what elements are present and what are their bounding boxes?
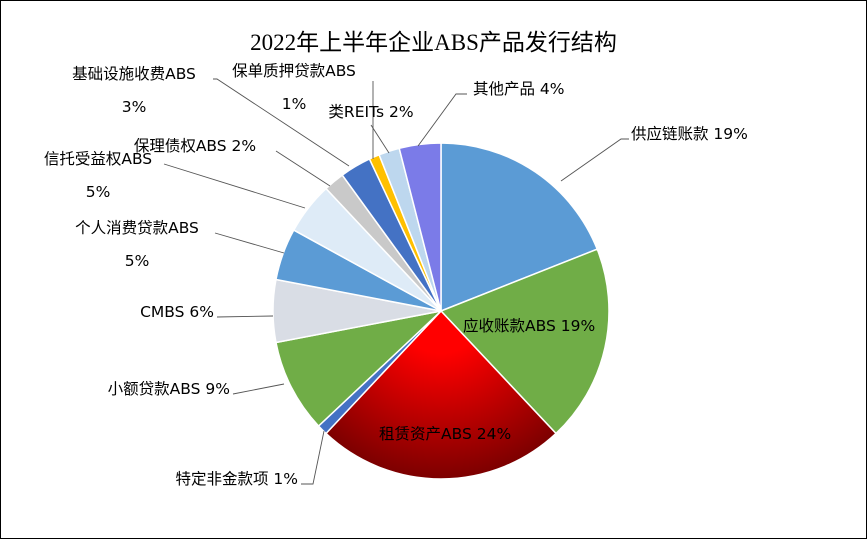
pie-slices [272,142,610,480]
data-label-6: 个人消费贷款ABS 5% [75,219,199,270]
leader-line-11 [370,124,390,154]
leader-line-5 [216,315,274,318]
data-label-1: 应收账款ABS 19% [463,316,595,335]
data-label-3: 特定非金款项 1% [175,470,298,488]
chart-title: 2022年上半年企业ABS产品发行结构 [250,30,617,55]
data-label-5: CMBS 6% [140,303,214,321]
data-label-11: 类REITs 2% [328,103,413,121]
leader-line-0 [560,138,629,182]
leader-line-4 [232,383,285,395]
data-labels: 供应链账款 19% 应收账款ABS 19% 租赁资产ABS 24% 特定非金款项 1%… [44,62,748,488]
data-label-7: 信托受益权ABS 5% [44,150,152,201]
data-label-12: 其他产品 4% [473,80,565,98]
data-label-10: 保单质押贷款ABS 1% [232,62,356,113]
data-label-0: 供应链账款 19% [631,124,748,143]
leader-lines [163,78,629,485]
pie-slice-1 [439,248,610,435]
leader-line-9 [213,78,350,167]
pie-slice-12 [398,142,442,312]
data-label-2: 租赁资产ABS 24% [379,425,511,443]
pie-slice-2 [324,309,558,480]
pie-slice-0 [440,142,599,313]
leader-line-3 [301,430,325,485]
data-label-9: 基础设施收费ABS 3% [72,65,196,116]
pie-slice-4 [275,309,444,428]
data-label-4: 小额贷款ABS 9% [108,380,230,398]
leader-line-6 [214,232,285,254]
data-label-8: 保理债权ABS 2% [134,137,256,155]
leader-line-12 [417,93,467,147]
leader-line-7 [163,163,306,209]
leader-line-8 [275,150,331,187]
